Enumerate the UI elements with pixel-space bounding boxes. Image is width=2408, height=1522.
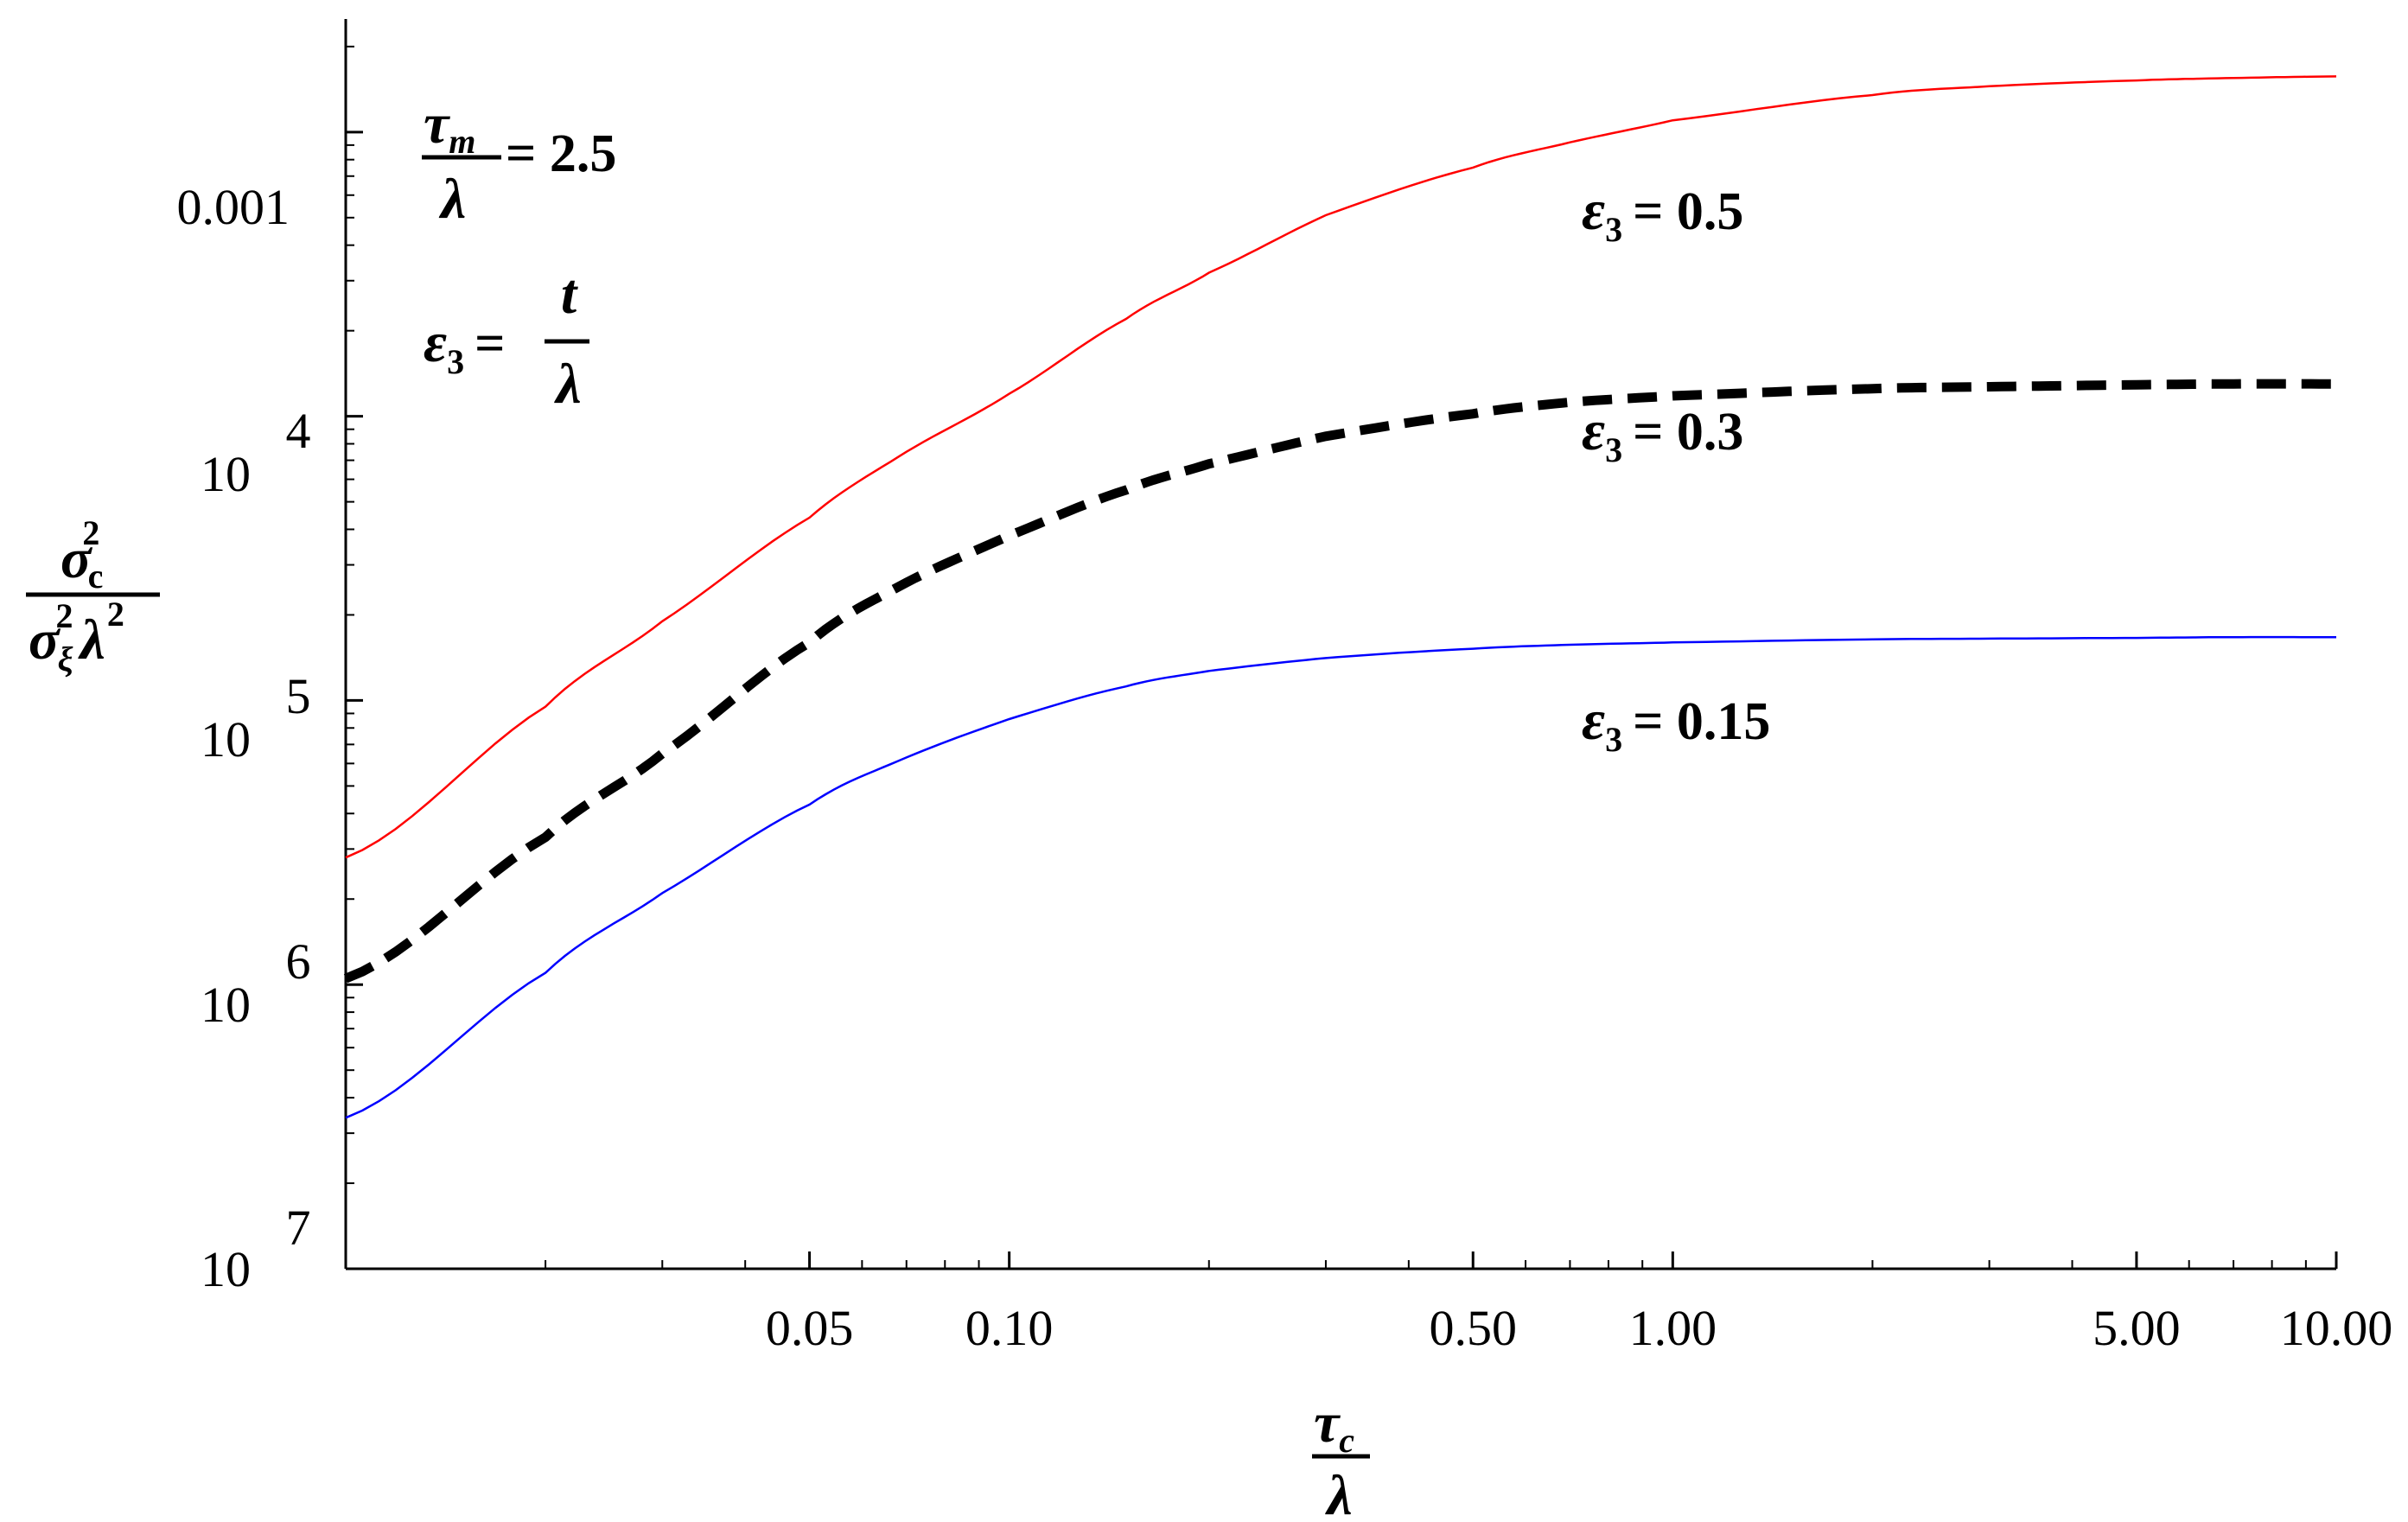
y-tick-label-1e-6: 10 bbox=[201, 977, 251, 1033]
svg-text:λ: λ bbox=[553, 353, 581, 416]
y-tick-label-0-001: 0.001 bbox=[177, 179, 290, 235]
x-tick-label-0-50: 0.50 bbox=[1429, 1300, 1517, 1356]
series-line-eps-0-15 bbox=[345, 635, 2336, 1119]
svg-text:τm: τm bbox=[424, 92, 475, 161]
x-tick-label-1-00: 1.00 bbox=[1629, 1300, 1717, 1356]
y-tick-exponent-6: 6 bbox=[286, 933, 311, 990]
svg-text:t: t bbox=[561, 263, 578, 326]
y-tick-exponent-5: 5 bbox=[286, 668, 311, 724]
x-tick-label-10-00: 10.00 bbox=[2280, 1300, 2393, 1356]
x-axis-label: τc λ bbox=[1312, 1391, 1370, 1522]
series-line-eps-0-5 bbox=[345, 75, 2337, 859]
svg-text:= 2.5: = 2.5 bbox=[506, 124, 616, 183]
x-tick-label-0-10: 0.10 bbox=[965, 1300, 1054, 1356]
x-minor-ticks bbox=[345, 1260, 2307, 1269]
svg-text:τc: τc bbox=[1314, 1391, 1354, 1460]
y-tick-labels: 0.001 10 4 10 5 10 6 10 7 bbox=[177, 179, 311, 1297]
y-tick-exponent-7: 7 bbox=[286, 1200, 311, 1256]
y-tick-exponent-4: 4 bbox=[286, 403, 311, 459]
series-label-eps-0-3: ε3 = 0.3 bbox=[1582, 399, 1743, 469]
annotation-tau-m: τm λ = 2.5 bbox=[422, 92, 616, 231]
x-tick-label-0-05: 0.05 bbox=[766, 1300, 854, 1356]
svg-text:λ: λ bbox=[1324, 1464, 1352, 1522]
svg-text:ε3=: ε3 = bbox=[424, 311, 505, 381]
series-label-eps-0-5: ε3 = 0.5 bbox=[1582, 179, 1743, 249]
y-tick-label-1e-7: 10 bbox=[201, 1241, 251, 1297]
annotation-eps-def: ε3 = t λ bbox=[424, 263, 589, 416]
svg-text:σc2: σc2 bbox=[61, 513, 103, 595]
series-line-eps-0-3 bbox=[343, 379, 2336, 984]
y-axis-label: σc2 σξ2 λ2 bbox=[26, 513, 160, 678]
y-major-ticks bbox=[346, 131, 363, 1270]
svg-text:λ: λ bbox=[438, 168, 466, 231]
series-label-eps-0-15: ε3 = 0.15 bbox=[1582, 689, 1770, 759]
x-tick-labels: 0.05 0.10 0.50 1.00 5.00 10.00 bbox=[766, 1300, 2392, 1356]
y-tick-label-1e-5: 10 bbox=[201, 711, 251, 767]
x-tick-label-5-00: 5.00 bbox=[2093, 1300, 2181, 1356]
y-tick-label-1e-4: 10 bbox=[201, 446, 251, 502]
x-major-ticks bbox=[808, 1251, 2338, 1269]
y-minor-ticks bbox=[346, 45, 354, 1185]
